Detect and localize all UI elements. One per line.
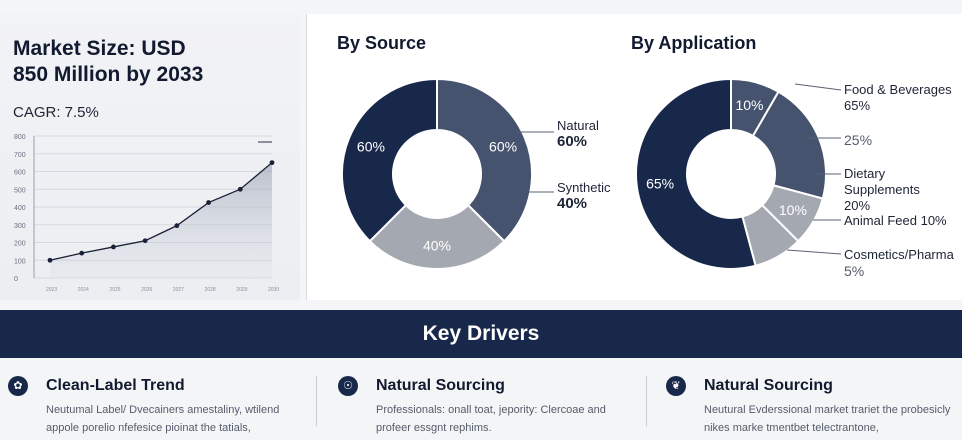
donut-slice xyxy=(635,77,757,270)
series-line xyxy=(49,162,273,261)
driver-title: Natural Sourcing xyxy=(704,377,833,394)
key-drivers-title: Key Drivers xyxy=(422,322,540,345)
driver-desc: Neutumal Label/ Dvecainers amestaliny, w… xyxy=(46,404,280,434)
donut-slice xyxy=(436,77,533,243)
slice-label: 65% xyxy=(646,175,674,191)
y-tick-label: 100 xyxy=(14,258,26,265)
driver-title: Clean-Label Trend xyxy=(46,377,185,394)
x-tick-label: 2028 xyxy=(205,287,216,293)
driver-clean-label: ✿ Clean-Label Trend Neutumal Label/ Dvec… xyxy=(8,372,308,440)
market-growth-chart: 800 700 600 500 400 300 200 100 0 2023 2024 2025 202… xyxy=(14,134,279,293)
x-tick-label: 2024 xyxy=(78,287,89,293)
legend-food-beverages-value: 65% xyxy=(844,98,871,113)
donut-slice xyxy=(368,203,506,270)
legend-cosmetics-label: Cosmetics/Pharma xyxy=(844,247,954,262)
market-size-title-line1: Market Size: USD xyxy=(13,37,186,60)
market-size-panel: Market Size: USD 850 Million by 2033 CAG… xyxy=(0,14,300,300)
data-point xyxy=(111,244,116,250)
legend-food-beverages: Food & Beverages 65% xyxy=(844,82,952,114)
legend-dietary-label: Dietary Supplements xyxy=(844,166,920,197)
legend-animal-feed: Animal Feed 10% xyxy=(844,213,947,228)
legend-synthetic-value: 40% xyxy=(557,195,588,212)
slice-label: 40% xyxy=(423,238,451,254)
x-tick-label: 2029 xyxy=(236,287,247,293)
legend-natural-label: Natural xyxy=(557,118,599,133)
legend-25-value: 25% xyxy=(844,132,873,148)
source-chart-title: By Source xyxy=(337,33,427,53)
x-tick-label: 2023 xyxy=(46,287,57,293)
legend-cosmetics-pharma: Cosmetics/Pharma 5% xyxy=(844,247,954,279)
data-point xyxy=(237,186,243,192)
donut-slice xyxy=(341,77,438,243)
driver-desc: Professionals: onall toat, jepority: Cle… xyxy=(376,404,606,434)
driver-natural-sourcing-2: ❦ Natural Sourcing Neutural Evderssional… xyxy=(666,372,962,440)
market-size-title: Market Size: USD 850 Million by 2033 xyxy=(13,36,203,88)
legend-synthetic-label: Synthetic xyxy=(557,180,611,195)
application-donut-chart: 10% 10% 65% xyxy=(635,77,827,270)
segmentation-panel: By Source By Application 60% 40% 60% 10% 10… xyxy=(306,14,962,300)
legend-food-beverages-label: Food & Beverages xyxy=(844,82,952,97)
key-drivers-banner: Key Drivers xyxy=(0,310,962,358)
data-point xyxy=(79,250,85,256)
x-tick-label: 2025 xyxy=(109,287,120,293)
slice-label: 60% xyxy=(489,139,517,155)
data-point xyxy=(174,223,180,229)
data-point xyxy=(47,257,53,263)
driver-separator xyxy=(316,376,317,426)
driver-desc: Neutural Evderssional market trariet the… xyxy=(704,404,951,434)
y-tick-label: 600 xyxy=(14,170,26,177)
y-tick-label: 700 xyxy=(14,152,26,159)
y-tick-label: 300 xyxy=(14,223,26,230)
slice-label: 10% xyxy=(735,97,763,113)
y-tick-label: 400 xyxy=(14,205,26,212)
data-point xyxy=(206,200,211,205)
slice-label: 10% xyxy=(779,202,807,218)
area-fill xyxy=(50,162,272,278)
x-tick-label: 2030 xyxy=(268,287,279,293)
y-tick-label: 0 xyxy=(14,276,18,283)
market-size-title-line2: 850 Million by 2033 xyxy=(13,63,204,86)
leaf-icon: ✿ xyxy=(8,376,28,396)
x-tick-label: 2027 xyxy=(173,287,184,293)
source-donut-chart: 60% 40% 60% xyxy=(341,77,533,270)
driver-natural-sourcing-1: ☉ Natural Sourcing Professionals: onall … xyxy=(338,372,638,440)
data-point xyxy=(269,160,275,166)
legend-natural: Natural 60% xyxy=(557,118,599,150)
legend-synthetic: Synthetic 40% xyxy=(557,180,610,212)
cagr-label: CAGR: 7.5% xyxy=(13,104,99,121)
wheat-icon: ❦ xyxy=(666,376,686,396)
legend-dietary-supplements: Dietary Supplements 20% xyxy=(844,166,962,214)
driver-separator xyxy=(646,376,647,426)
slice-label: 60% xyxy=(357,139,385,155)
x-tick-label: 2026 xyxy=(141,287,152,293)
legend-natural-value: 60% xyxy=(557,133,588,150)
driver-title: Natural Sourcing xyxy=(376,377,505,394)
data-point xyxy=(142,238,148,244)
legend-dietary-value: 20% xyxy=(844,198,871,213)
globe-icon: ☉ xyxy=(338,376,358,396)
legend-cosmetics-value: 5% xyxy=(844,263,865,279)
y-tick-label: 500 xyxy=(14,187,26,194)
application-chart-title: By Application xyxy=(631,33,757,53)
y-tick-label: 800 xyxy=(14,134,26,141)
donut-slice xyxy=(751,90,827,200)
y-tick-label: 200 xyxy=(14,241,26,248)
